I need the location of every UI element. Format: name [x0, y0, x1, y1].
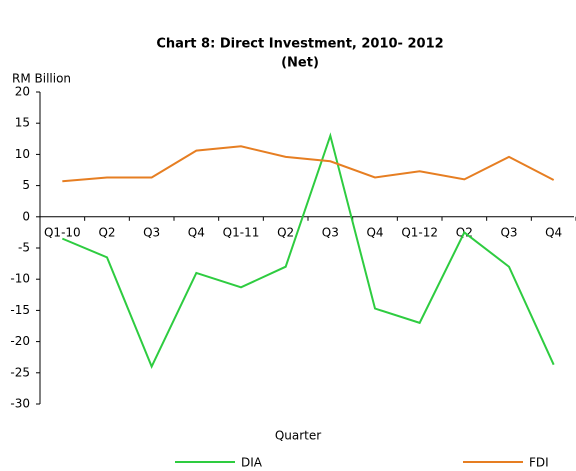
y-tick-label: 5: [22, 178, 30, 192]
y-tick-label: -20: [10, 334, 30, 348]
chart-title: Chart 8: Direct Investment, 2010- 2012: [156, 37, 443, 52]
x-tick-label: Q4: [366, 225, 383, 239]
legend-label: FDI: [529, 456, 549, 470]
y-tick-label: 15: [15, 116, 30, 130]
x-tick-label: Q3: [143, 225, 160, 239]
x-tick-label: Q1-10: [44, 225, 81, 239]
x-tick-label: Q2: [98, 225, 115, 239]
y-tick-label: -30: [10, 397, 30, 411]
legend-label: DIA: [241, 456, 263, 470]
y-tick-label: 20: [15, 85, 30, 99]
x-tick-label: Q4: [188, 225, 205, 239]
y-tick-label: -5: [18, 241, 30, 255]
x-tick-label: Q4: [545, 225, 562, 239]
y-tick-label: 10: [15, 147, 30, 161]
x-tick-label: Q2: [277, 225, 294, 239]
y-axis-label: RM Billion: [12, 72, 71, 86]
x-tick-label: Q3: [500, 225, 517, 239]
line-series: [62, 145, 555, 183]
line-series: [61, 132, 555, 370]
x-tick-label: Q3: [322, 225, 339, 239]
y-tick-label: -25: [10, 365, 30, 379]
x-tick-label: Q1-11: [223, 225, 260, 239]
y-tick-label: -15: [10, 303, 30, 317]
y-tick-label: 0: [22, 209, 30, 223]
y-tick-label: -10: [10, 272, 30, 286]
x-axis-label: Quarter: [275, 429, 321, 443]
chart-title: (Net): [281, 56, 319, 71]
x-tick-label: Q1-12: [401, 225, 438, 239]
